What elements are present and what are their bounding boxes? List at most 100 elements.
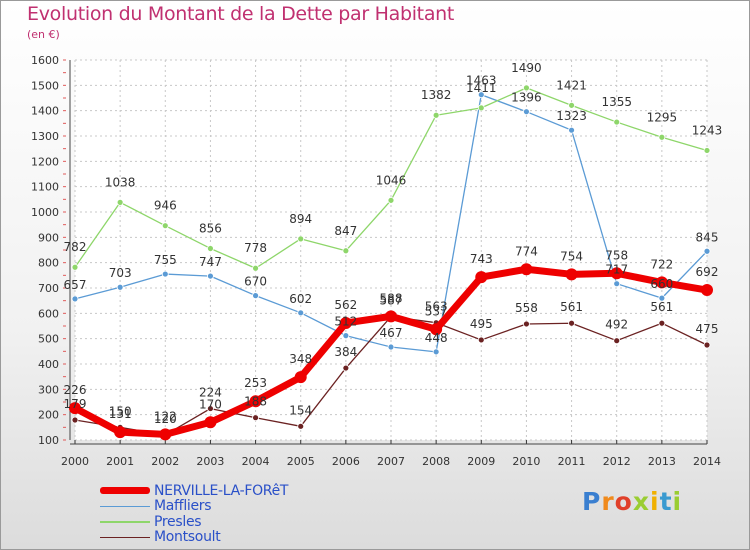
data-point-presles xyxy=(207,245,214,252)
data-label-presles: 1355 xyxy=(601,95,632,109)
data-point-presles xyxy=(568,101,575,109)
logo-letter: x xyxy=(632,487,650,516)
logo-letter: P xyxy=(582,487,602,516)
data-label-montsoult: 154 xyxy=(289,403,312,417)
y-tick-label: 1600 xyxy=(31,54,59,67)
data-point-nerville-la-for-t xyxy=(339,316,352,329)
chart-title: Evolution du Montant de la Dette par Hab… xyxy=(27,3,455,25)
data-label-maffliers: 717 xyxy=(605,263,628,277)
legend-swatch xyxy=(100,487,150,495)
data-point-maffliers xyxy=(477,91,485,99)
data-label-montsoult: 587 xyxy=(380,294,403,308)
logo-letter: o xyxy=(614,487,633,516)
data-label-maffliers: 755 xyxy=(154,253,177,267)
data-label-montsoult: 120 xyxy=(154,412,177,426)
data-label-montsoult: 495 xyxy=(470,317,493,331)
x-tick-label: 2005 xyxy=(287,455,315,468)
data-label-presles: 894 xyxy=(289,212,312,226)
data-point-maffliers xyxy=(658,294,666,302)
data-point-montsoult xyxy=(613,337,621,345)
y-tick-label: 700 xyxy=(38,282,59,295)
data-label-maffliers: 448 xyxy=(425,331,448,345)
legend-label: Maffliers xyxy=(154,498,212,515)
data-point-presles xyxy=(613,118,621,126)
x-tick-labels: 2000 2001 2002 2003 2004 2005 2006 2007 2008 2009… xyxy=(61,455,721,468)
x-tick-label: 2004 xyxy=(242,455,270,468)
x-tick-label: 2014 xyxy=(693,455,721,468)
data-labels: 657 703 755 747 670 602 512 467 448 1463 1396 1323 7… xyxy=(64,61,723,426)
data-point-maffliers xyxy=(613,280,621,288)
data-label-nerville-la-for-t: 562 xyxy=(334,298,357,312)
data-point-nerville-la-for-t xyxy=(701,284,713,297)
data-point-nerville-la-for-t xyxy=(294,371,307,384)
data-point-maffliers xyxy=(297,309,305,317)
data-label-presles: 856 xyxy=(199,221,222,235)
data-label-maffliers: 845 xyxy=(696,230,719,244)
data-label-montsoult: 384 xyxy=(334,345,357,359)
data-label-maffliers: 467 xyxy=(380,326,403,340)
data-point-montsoult xyxy=(477,336,485,344)
y-tick-label: 300 xyxy=(38,383,59,396)
data-label-nerville-la-for-t: 758 xyxy=(605,248,628,262)
data-point-nerville-la-for-t xyxy=(69,402,81,415)
data-label-nerville-la-for-t: 774 xyxy=(515,244,538,258)
x-tick-label: 2007 xyxy=(377,455,405,468)
chart-subtitle: (en €) xyxy=(27,28,60,41)
data-label-maffliers: 660 xyxy=(650,277,673,291)
data-label-nerville-la-for-t: 743 xyxy=(470,252,493,266)
data-point-montsoult xyxy=(568,319,575,327)
legend-label: Montsoult xyxy=(154,529,221,546)
series-group xyxy=(69,84,713,441)
data-label-nerville-la-for-t: 348 xyxy=(289,352,312,366)
data-label-montsoult: 224 xyxy=(199,386,222,400)
legend-item-maffliers: Maffliers xyxy=(100,498,288,515)
data-point-maffliers xyxy=(116,283,124,291)
x-tick-label: 2011 xyxy=(558,455,586,468)
data-point-montsoult xyxy=(523,320,530,328)
data-label-nerville-la-for-t: 537 xyxy=(425,304,448,318)
y-tick-label: 1300 xyxy=(31,130,59,143)
data-label-montsoult: 561 xyxy=(650,300,673,314)
x-tick-label: 2000 xyxy=(61,455,89,468)
data-label-nerville-la-for-t: 170 xyxy=(199,397,222,411)
legend-item-nerville-la-for-t: NERVILLE-LA-FORêT xyxy=(100,483,288,499)
logo-letter: t xyxy=(659,487,673,516)
data-label-presles: 1490 xyxy=(511,61,542,75)
data-point-maffliers xyxy=(387,343,395,351)
y-tick-label: 600 xyxy=(38,307,59,320)
data-label-montsoult: 561 xyxy=(560,300,583,314)
data-point-presles xyxy=(342,247,350,255)
data-label-maffliers: 747 xyxy=(199,255,222,269)
data-point-nerville-la-for-t xyxy=(520,263,533,276)
legend-item-presles: Presles xyxy=(100,514,288,530)
data-label-presles: 1382 xyxy=(421,88,452,102)
data-point-maffliers xyxy=(523,108,530,116)
x-tick-label: 2013 xyxy=(648,455,676,468)
data-point-montsoult xyxy=(71,416,79,424)
data-label-maffliers: 670 xyxy=(244,275,267,289)
data-point-montsoult xyxy=(252,414,259,422)
data-point-maffliers xyxy=(207,272,214,280)
data-point-maffliers xyxy=(161,270,169,278)
data-label-maffliers: 512 xyxy=(334,315,357,329)
data-point-montsoult xyxy=(207,405,214,412)
data-label-maffliers: 1323 xyxy=(556,109,587,123)
y-tick-label: 1100 xyxy=(31,181,59,194)
logo-letter: r xyxy=(601,487,615,516)
data-point-presles xyxy=(387,196,395,204)
x-tick-label: 2003 xyxy=(196,455,224,468)
data-label-presles: 1243 xyxy=(692,123,723,137)
data-label-nerville-la-for-t: 722 xyxy=(650,257,673,271)
y-tick-label: 1400 xyxy=(31,105,59,118)
data-label-nerville-la-for-t: 131 xyxy=(109,407,132,421)
data-point-maffliers xyxy=(568,126,575,134)
data-label-presles: 1038 xyxy=(105,175,136,189)
data-point-montsoult xyxy=(342,364,350,372)
data-point-nerville-la-for-t xyxy=(565,268,578,281)
data-point-presles xyxy=(252,264,259,272)
x-tick-label: 2012 xyxy=(603,455,631,468)
data-point-montsoult xyxy=(658,319,666,327)
data-point-presles xyxy=(477,104,485,112)
data-label-nerville-la-for-t: 588 xyxy=(380,291,403,305)
data-label-maffliers: 602 xyxy=(289,292,312,306)
